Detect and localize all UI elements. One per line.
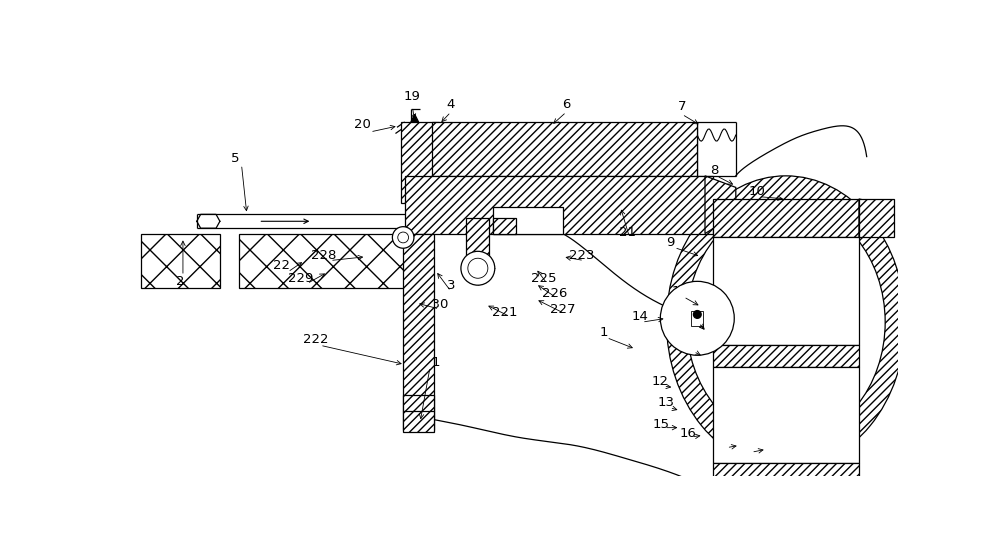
Text: 6: 6 xyxy=(562,98,571,111)
Bar xyxy=(141,234,220,287)
Text: 19: 19 xyxy=(404,90,421,103)
Ellipse shape xyxy=(666,176,905,469)
Bar xyxy=(405,176,713,234)
Text: 12: 12 xyxy=(652,375,669,388)
Bar xyxy=(493,218,516,234)
Text: 18: 18 xyxy=(716,439,733,452)
Text: 13: 13 xyxy=(658,396,675,409)
Text: 225: 225 xyxy=(531,272,556,285)
Text: 7: 7 xyxy=(678,100,686,113)
Bar xyxy=(691,311,703,326)
Text: 229: 229 xyxy=(288,272,313,285)
Bar xyxy=(403,395,434,430)
Text: 5: 5 xyxy=(231,151,240,165)
Bar xyxy=(713,238,859,345)
Circle shape xyxy=(392,227,414,248)
Text: 9: 9 xyxy=(666,236,675,249)
Text: 223: 223 xyxy=(569,249,595,262)
Circle shape xyxy=(461,251,495,285)
Text: A: A xyxy=(685,341,694,354)
Text: 3: 3 xyxy=(447,279,455,293)
Text: 20: 20 xyxy=(354,118,371,131)
Text: 22: 22 xyxy=(273,259,290,272)
Bar xyxy=(401,122,439,203)
Bar xyxy=(713,485,859,514)
Text: 10: 10 xyxy=(749,185,766,198)
Text: 231: 231 xyxy=(415,356,441,370)
Text: 230: 230 xyxy=(423,298,448,311)
Polygon shape xyxy=(859,199,894,238)
Bar xyxy=(713,367,859,463)
Text: 8: 8 xyxy=(710,164,718,177)
Bar xyxy=(403,234,434,411)
Text: 21: 21 xyxy=(620,226,637,239)
Text: 17: 17 xyxy=(741,442,758,456)
Text: 15: 15 xyxy=(653,418,670,431)
Text: 222: 222 xyxy=(303,333,329,346)
Text: 227: 227 xyxy=(550,303,575,316)
Text: 4: 4 xyxy=(447,98,455,111)
Text: 14: 14 xyxy=(631,310,648,323)
Text: 2: 2 xyxy=(176,275,184,288)
Ellipse shape xyxy=(687,203,885,441)
Circle shape xyxy=(693,311,701,318)
Bar xyxy=(432,122,697,176)
Text: 228: 228 xyxy=(311,249,337,262)
Text: 16: 16 xyxy=(680,427,696,440)
Bar xyxy=(713,345,859,367)
Polygon shape xyxy=(411,114,419,122)
Bar xyxy=(713,199,859,238)
Circle shape xyxy=(468,258,488,278)
Bar xyxy=(713,463,859,485)
Text: 11: 11 xyxy=(672,285,689,298)
Circle shape xyxy=(398,232,409,243)
Bar xyxy=(239,234,405,287)
Polygon shape xyxy=(705,176,736,234)
Text: 221: 221 xyxy=(492,305,518,319)
Text: 1: 1 xyxy=(599,326,608,339)
Bar xyxy=(493,207,563,234)
Circle shape xyxy=(660,281,734,355)
Bar xyxy=(403,411,434,432)
Bar xyxy=(859,199,894,238)
Bar xyxy=(466,218,489,264)
Text: 226: 226 xyxy=(542,287,568,300)
